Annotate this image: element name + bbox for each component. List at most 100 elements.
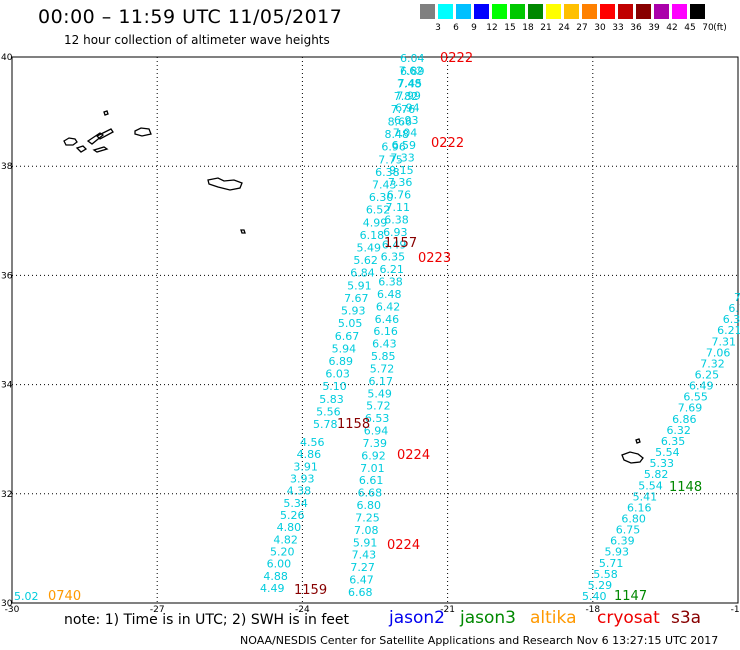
legend-label: 3 bbox=[435, 23, 441, 33]
legend-label: 15 bbox=[504, 23, 516, 33]
swh-value-track-d: 6.77 bbox=[728, 302, 740, 315]
swh-value-track-a: 7.01 bbox=[360, 462, 385, 475]
swh-value-track-c: 5.26 bbox=[280, 509, 305, 522]
legend-label: 24 bbox=[558, 23, 570, 33]
swh-value-track-d: 6.32 bbox=[666, 424, 691, 437]
swh-value-track-a: 7.39 bbox=[363, 437, 388, 450]
legend-swatch bbox=[654, 4, 669, 19]
legend-swatch bbox=[672, 4, 687, 19]
swh-value-track-a: 6.76 bbox=[387, 189, 412, 202]
swh-value-track-a: 6.38 bbox=[384, 213, 409, 226]
satellite-jason3: jason3 bbox=[460, 608, 516, 628]
y-tick-label: 34 bbox=[1, 381, 13, 391]
legend-swatch bbox=[474, 4, 489, 19]
island-outline bbox=[103, 110, 109, 116]
swh-value-track-b: 7.75 bbox=[378, 153, 403, 166]
swh-value-track-a: 7.11 bbox=[385, 201, 410, 214]
legend-label: 6 bbox=[453, 23, 459, 33]
swh-value-track-b: 5.94 bbox=[332, 342, 357, 355]
swh-value-track-d: 6.25 bbox=[695, 369, 720, 382]
y-tick-label: 32 bbox=[1, 490, 12, 500]
map-frame bbox=[11, 56, 739, 604]
swh-value-track-c: 6.00 bbox=[267, 558, 292, 571]
swh-value-track-a: 6.43 bbox=[372, 338, 397, 351]
pass-time-label: 1157 bbox=[384, 236, 417, 251]
swh-value-track-a: 6.42 bbox=[376, 300, 401, 313]
y-tick-label: 36 bbox=[1, 271, 13, 281]
swh-value-track-a: 5.85 bbox=[371, 350, 396, 363]
pass-time-label: 1159 bbox=[294, 583, 327, 598]
swh-value-track-c: 5.34 bbox=[283, 497, 308, 510]
pass-time-label: 0223 bbox=[418, 251, 451, 266]
swh-value-track-a: 7.62 bbox=[399, 64, 424, 77]
pass-time-label: 1147 bbox=[614, 589, 647, 604]
swh-value-track-a: 5.91 bbox=[353, 536, 378, 549]
island-outline bbox=[63, 137, 78, 146]
swh-value-track-a: 6.16 bbox=[373, 325, 398, 338]
swh-value-track-c: 4.49 bbox=[260, 582, 285, 595]
y-tick-label: 40 bbox=[1, 53, 13, 63]
swh-value-track-b: 8.48 bbox=[384, 128, 409, 141]
swh-value-track-c: 4.38 bbox=[287, 485, 312, 498]
swh-value-track-a: 6.94 bbox=[395, 102, 420, 115]
legend-label: 30 bbox=[594, 23, 606, 33]
swh-value-track-b: 6.67 bbox=[335, 330, 360, 343]
swh-value-track-b: 6.18 bbox=[360, 229, 385, 242]
swh-value-track-d: 5.40 bbox=[582, 590, 607, 603]
swh-value-track-a: 9.15 bbox=[389, 164, 414, 177]
legend-swatch bbox=[618, 4, 633, 19]
swh-value-track-d: 6.21 bbox=[717, 324, 740, 337]
x-tick-label: -30 bbox=[5, 605, 20, 615]
swh-value-track-b: 6.89 bbox=[329, 355, 354, 368]
swh-value-track-a: 7.45 bbox=[398, 77, 423, 90]
map-subtitle: 12 hour collection of altimeter wave hei… bbox=[64, 33, 330, 47]
swh-value-track-b: 5.78 bbox=[313, 418, 338, 431]
swh-value-track-a: 6.35 bbox=[381, 251, 406, 264]
island-outline bbox=[92, 146, 109, 153]
swh-value-track-d: 6.75 bbox=[616, 524, 641, 537]
swh-value-track-b: 5.91 bbox=[347, 279, 372, 292]
legend-swatch bbox=[510, 4, 525, 19]
footer-note: note: 1) Time is in UTC; 2) SWH is in fe… bbox=[64, 612, 350, 628]
pass-time-label: 0222 bbox=[431, 136, 464, 151]
swh-value-track-d: 6.55 bbox=[683, 391, 708, 404]
legend-swatch bbox=[492, 4, 507, 19]
swh-value-track-c: 3.91 bbox=[293, 460, 318, 473]
map-title: 00:00 – 11:59 UTC 11/05/2017 bbox=[38, 6, 343, 28]
swh-value-track-a: 6.47 bbox=[349, 574, 374, 587]
pass-time-label: 1158 bbox=[337, 417, 370, 432]
swh-value-track-d: 7.06 bbox=[706, 346, 731, 359]
swh-value-track-b: 5.62 bbox=[353, 254, 378, 267]
swh-value-track-b: 7.82 bbox=[394, 90, 419, 103]
swh-value-track-d: 5.82 bbox=[644, 468, 669, 481]
swh-value-track-b: 6.84 bbox=[350, 267, 375, 280]
swh-value-track-a: 6.21 bbox=[379, 263, 404, 276]
swh-value-track-a: 7.27 bbox=[350, 561, 375, 574]
swh-value-track-a: 6.46 bbox=[375, 313, 400, 326]
swh-value-track-d: 7.69 bbox=[678, 402, 703, 415]
island-outline bbox=[240, 229, 246, 234]
swh-value-track-d: 6.49 bbox=[689, 380, 714, 393]
swh-value-track-b: 5.56 bbox=[316, 405, 341, 418]
legend-label: 33 bbox=[612, 23, 624, 33]
swh-value-track-a: 6.49 bbox=[382, 238, 407, 251]
swh-value-track-c: 4.56 bbox=[300, 436, 325, 449]
legend-swatch bbox=[564, 4, 579, 19]
swh-value-track-a: 5.72 bbox=[370, 362, 395, 375]
island-outline bbox=[635, 438, 641, 444]
swh-value-track-c: 3.93 bbox=[290, 473, 315, 486]
swh-value-track-b: 6.96 bbox=[381, 141, 406, 154]
swh-value-track-a: 6.38 bbox=[378, 276, 403, 289]
swh-value-track-b: 7.67 bbox=[344, 292, 369, 305]
legend-swatch bbox=[456, 4, 471, 19]
swh-value-track-c: 4.80 bbox=[277, 521, 302, 534]
x-tick-label: -15 bbox=[731, 605, 740, 615]
island-outline bbox=[207, 177, 243, 191]
legend-swatch bbox=[438, 4, 453, 19]
y-tick-label: 38 bbox=[1, 162, 13, 172]
swh-value-track-a: 6.92 bbox=[361, 449, 386, 462]
swh-value-track-d: 5.54 bbox=[655, 446, 680, 459]
swh-value-track-d: 6.39 bbox=[610, 535, 635, 548]
swh-value-track-d: 7.8 bbox=[734, 291, 740, 304]
